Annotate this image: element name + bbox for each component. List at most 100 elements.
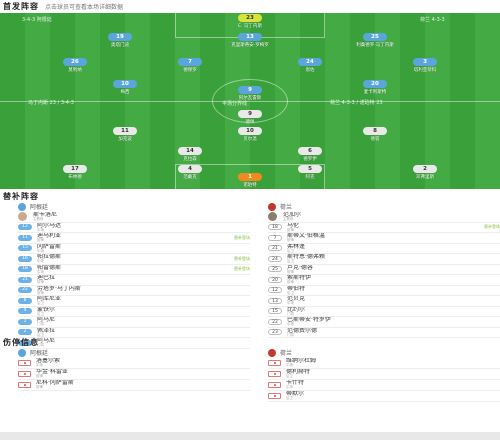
player-marker[interactable]: 9 阿尔瓦雷斯 bbox=[210, 86, 290, 101]
player-jersey-number: 6 bbox=[298, 147, 322, 155]
sub-player-row[interactable]: 15 比约尔 门将 bbox=[268, 307, 500, 317]
sub-player-row[interactable]: 4 蒙铁尔 后卫 bbox=[18, 307, 250, 317]
player-marker[interactable]: 13 克里斯蒂安·罗梅罗 bbox=[210, 33, 290, 48]
sub-player-row[interactable]: 18 帕雷德斯 中场 替补登场 bbox=[18, 265, 250, 275]
player-name: 奥塔门迪 bbox=[111, 43, 129, 48]
player-name: 利桑德罗·马丁内斯 bbox=[356, 43, 394, 48]
sub-player-name: 范贝克 bbox=[287, 296, 306, 302]
injury-player-position: 后卫 bbox=[286, 374, 293, 379]
player-jersey-number: 20 bbox=[363, 80, 387, 88]
injury-player-position: 中场 bbox=[286, 385, 293, 390]
sub-player-row[interactable]: 22 巴斯蒂安·特罗伊 中场 bbox=[268, 317, 500, 328]
home-subs-list: 阿根廷 斯卡洛尼 主教练 12 阿尔马达 中场 11 迪马利亚 前锋 替补登场 15 冈萨雷斯 中场… bbox=[18, 201, 250, 349]
injury-player-info: 华金·科雷亚 前锋 bbox=[36, 369, 250, 379]
sub-player-row[interactable]: 11 迪马利亚 前锋 替补登场 bbox=[18, 233, 250, 244]
injury-player-row[interactable]: 德利赫特 后卫 bbox=[268, 369, 500, 380]
player-marker[interactable]: 20 麦卡利斯特 bbox=[335, 80, 415, 95]
sub-player-row[interactable]: 2 佩泽拉 后卫 bbox=[18, 328, 250, 338]
sub-player-row[interactable]: 7 斯蒂文·伯格温 前锋 bbox=[268, 233, 500, 244]
sub-number-badge: 5 bbox=[18, 339, 32, 346]
sub-player-row[interactable]: 22 劳塔罗·马丁内斯 前锋 bbox=[18, 286, 250, 296]
sub-number-badge: 1 bbox=[18, 318, 32, 325]
player-marker[interactable]: 26 莫利纳 bbox=[35, 58, 115, 73]
injury-player-name: 卡什特 bbox=[286, 380, 305, 387]
injury-player-info: 卡什特 中场 bbox=[286, 380, 500, 390]
sub-player-info: 佩泽拉 后卫 bbox=[37, 328, 250, 338]
sub-player-row[interactable]: 12 阿尔马达 中场 bbox=[18, 223, 250, 233]
injury-player-row[interactable]: 维纳尔杜姆 中场 bbox=[268, 358, 500, 369]
player-jersey-number: 8 bbox=[363, 127, 387, 135]
sub-player-info: 斯特恩·德弗赖 后卫 bbox=[287, 254, 500, 264]
sub-player-row[interactable]: 15 冈萨雷斯 中场 bbox=[18, 244, 250, 254]
away-coach-row[interactable]: 范加尔 主教练 bbox=[268, 212, 500, 223]
injury-icon bbox=[268, 382, 281, 388]
player-marker[interactable]: 24 恩佐 bbox=[270, 58, 350, 73]
sub-player-position: 前锋 bbox=[287, 238, 294, 242]
sub-player-position: 门将 bbox=[287, 311, 294, 316]
player-jersey-number: 2 bbox=[413, 165, 437, 173]
player-marker[interactable]: 8 德容 bbox=[335, 127, 415, 142]
home-team-logo-icon bbox=[18, 202, 26, 211]
sub-player-row[interactable]: 23 范德费尔德 门将 bbox=[268, 327, 500, 338]
player-marker[interactable]: 10 梅西 bbox=[85, 80, 165, 95]
player-name: 德保罗 bbox=[183, 68, 197, 73]
player-marker[interactable]: 7 德保罗 bbox=[150, 58, 230, 73]
injury-player-row[interactable]: 尼科·冈萨雷斯 前锋 bbox=[18, 380, 250, 391]
sub-player-row[interactable]: 12 蒂伯特 后卫 bbox=[268, 286, 500, 296]
player-marker[interactable]: 9 德佩 bbox=[210, 110, 290, 125]
sub-player-row[interactable]: 5 阿马尼 门将 bbox=[18, 338, 250, 349]
injury-icon bbox=[268, 360, 281, 366]
player-jersey-number: 11 bbox=[113, 127, 137, 135]
player-marker[interactable]: 2 邓弗里斯 bbox=[385, 165, 465, 180]
player-marker[interactable]: 14 克拉森 bbox=[150, 147, 230, 162]
player-marker[interactable]: 19 奥塔门迪 bbox=[80, 33, 160, 48]
footer-bar bbox=[0, 432, 500, 440]
player-jersey-number: 13 bbox=[238, 33, 262, 41]
injury-player-row[interactable]: 洛塞尔索 中场 bbox=[18, 358, 250, 369]
sub-player-position: 中场 bbox=[37, 227, 44, 232]
player-marker[interactable]: 3 塔利亚菲科 bbox=[385, 58, 465, 73]
player-name: 布林德 bbox=[68, 175, 82, 180]
injury-player-row[interactable]: 卡什特 中场 bbox=[268, 380, 500, 391]
sub-player-info: 比约尔 门将 bbox=[287, 307, 500, 317]
sub-player-info: 阿马尼 门将 bbox=[37, 317, 250, 327]
sub-player-row[interactable]: 8 阿库尼亚 后卫 bbox=[18, 296, 250, 307]
player-name: 贝尔温 bbox=[243, 137, 257, 142]
player-marker[interactable]: 1 诺珀特 bbox=[210, 173, 290, 188]
player-name: 德佩 bbox=[245, 120, 255, 125]
player-name: E. 马丁内斯 bbox=[238, 24, 262, 29]
player-marker[interactable]: 10 贝尔温 bbox=[210, 127, 290, 142]
player-marker[interactable]: 6 德罗伊 bbox=[270, 147, 350, 162]
player-marker[interactable]: 23 E. 马丁内斯 bbox=[210, 14, 290, 29]
sub-player-name: 佩泽拉 bbox=[37, 327, 56, 334]
sub-player-row[interactable]: 20 索斯特伊 前锋 bbox=[268, 275, 500, 286]
sub-player-position: 前锋 bbox=[37, 238, 44, 242]
sub-status-tag: 替补登场 bbox=[234, 234, 250, 240]
injury-player-info: 德利赫特 后卫 bbox=[286, 369, 500, 379]
away-subs-list: 荷兰 范加尔 主教练 18 马伦 前锋 替补登场 7 斯蒂文·伯格温 前锋 21 弗林蓬 后卫 24 斯… bbox=[268, 201, 500, 338]
player-marker[interactable]: 25 利桑德罗·马丁内斯 bbox=[335, 33, 415, 48]
sub-player-row[interactable]: 21 弗林蓬 后卫 bbox=[268, 244, 500, 254]
sub-player-row[interactable]: 1 阿马尼 门将 bbox=[18, 317, 250, 328]
injury-player-info: 维纳尔杜姆 中场 bbox=[286, 358, 500, 368]
player-marker[interactable]: 4 范戴克 bbox=[150, 165, 230, 180]
home-coach-role: 主教练 bbox=[33, 217, 44, 221]
player-marker[interactable]: 5 阿克 bbox=[270, 165, 350, 180]
sub-player-row[interactable]: 13 范贝克 中场 bbox=[268, 296, 500, 307]
player-marker[interactable]: 11 加克波 bbox=[85, 127, 165, 142]
away-injury-team-name: 荷兰 bbox=[280, 350, 293, 357]
home-coach-row[interactable]: 斯卡洛尼 主教练 bbox=[18, 212, 250, 223]
player-marker[interactable]: 17 布林德 bbox=[35, 165, 115, 180]
injury-player-row[interactable]: 华金·科雷亚 前锋 bbox=[18, 369, 250, 380]
sub-player-row[interactable]: 21 迪巴拉 前锋 bbox=[18, 275, 250, 286]
sub-player-row[interactable]: 16 帕拉德斯 中场 替补登场 bbox=[18, 254, 250, 265]
player-jersey-number: 1 bbox=[238, 173, 262, 181]
sub-player-name: 帕拉德斯 bbox=[37, 254, 62, 260]
sub-player-row[interactable]: 24 斯特恩·德弗赖 后卫 bbox=[268, 254, 500, 265]
injury-player-row[interactable]: 蒂默尔 后卫 bbox=[268, 391, 500, 402]
sub-player-info: 蒙铁尔 后卫 bbox=[37, 307, 250, 317]
sub-player-name: 范德费尔德 bbox=[287, 327, 318, 334]
injury-player-name: 维纳尔杜姆 bbox=[286, 358, 317, 365]
sub-player-row[interactable]: 18 马伦 前锋 替补登场 bbox=[268, 223, 500, 233]
sub-player-row[interactable]: 25 卢克·德容 前锋 bbox=[268, 265, 500, 275]
